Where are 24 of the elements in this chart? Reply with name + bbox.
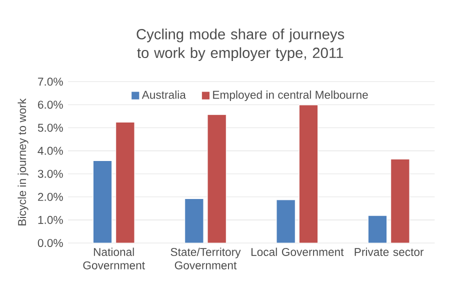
y-tick-label: 5.0% (38, 124, 63, 132)
bar (116, 122, 135, 243)
bar (368, 215, 388, 243)
y-tick-label: 1.0% (38, 216, 63, 224)
y-tick-label: 0.0% (38, 238, 63, 247)
bar (298, 104, 318, 243)
y-tick-label: 6.0% (38, 100, 63, 109)
bar (390, 158, 410, 243)
x-tick-label: National Government (83, 248, 145, 270)
bar (207, 114, 226, 243)
y-axis-title: Bicycle in journey to work (18, 98, 28, 226)
y-tick-label: 3.0% (38, 170, 63, 178)
x-tick-label: Private sector (354, 248, 424, 256)
y-tick-label: 2.0% (38, 192, 63, 201)
x-tick-label: Local Government (251, 248, 344, 256)
bar (184, 198, 204, 243)
legend-label: Australia (142, 90, 186, 99)
y-tick-label: 7.0% (38, 78, 63, 86)
bar (276, 200, 296, 243)
legend-label: Employed in central Melbourne (213, 90, 368, 102)
bar (92, 160, 112, 243)
x-tick-label: State/Territory Government (170, 248, 241, 270)
y-tick-label: 4.0% (38, 146, 63, 155)
chart-title: Cycling mode share of journeys to work by employer type, 2011 (136, 28, 344, 61)
